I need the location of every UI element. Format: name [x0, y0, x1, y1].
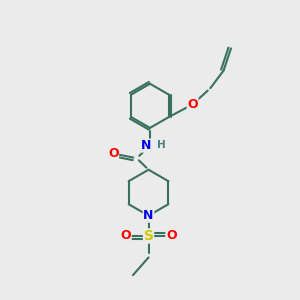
Text: O: O	[121, 230, 131, 242]
Text: N: N	[143, 209, 154, 222]
Text: H: H	[157, 140, 166, 150]
Text: O: O	[166, 230, 176, 242]
Text: S: S	[143, 229, 154, 243]
Text: O: O	[188, 98, 198, 111]
Text: N: N	[141, 139, 152, 152]
Text: O: O	[108, 147, 119, 160]
